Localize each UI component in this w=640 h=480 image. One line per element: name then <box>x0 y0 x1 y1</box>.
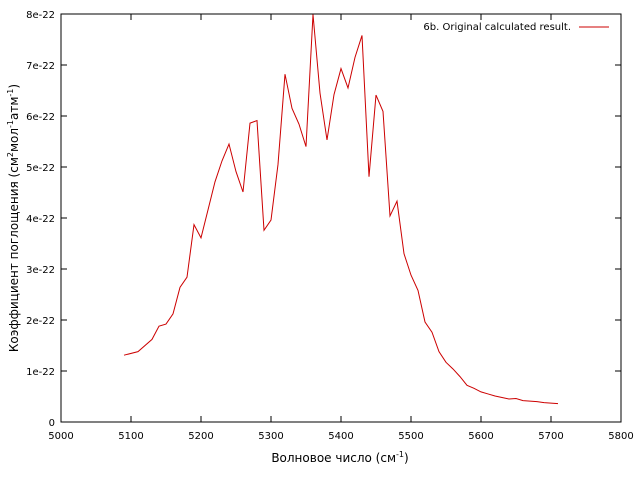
series-layer <box>123 14 559 405</box>
x-tick-label: 5800 <box>608 431 633 442</box>
x-tick-label: 5600 <box>468 431 493 442</box>
series-line <box>123 14 559 405</box>
x-tick-label: 5200 <box>188 431 213 442</box>
y-axis-label-part: атм <box>7 97 21 120</box>
x-tick-label: 5700 <box>538 431 563 442</box>
x-tick-label: 5100 <box>118 431 143 442</box>
x-axis-label-end: ) <box>404 451 409 465</box>
x-axis-label-main: Волновое число (см <box>271 451 396 465</box>
legend: 6b. Original calculated result. <box>423 22 609 33</box>
y-tick-label: 1e-22 <box>26 367 55 378</box>
x-axis: 5000 5100 5200 5300 5400 5500 5600 5700 5800 <box>48 14 634 442</box>
plot-area <box>60 13 622 423</box>
y-axis-label-sup: -1 <box>6 120 15 128</box>
y-axis-label-part: мол <box>7 128 21 152</box>
y-axis-label-sup: -1 <box>6 89 15 97</box>
y-tick-label: 8e-22 <box>26 10 55 21</box>
y-tick-label: 6e-22 <box>26 112 55 123</box>
x-axis-label: Волновое число (см-1) <box>271 450 408 465</box>
y-axis-label-sup: 2 <box>6 152 15 157</box>
y-tick-label: 2e-22 <box>26 316 55 327</box>
legend-label: 6b. Original calculated result. <box>423 22 571 33</box>
y-tick-label: 3e-22 <box>26 265 55 276</box>
x-axis-label-sup: -1 <box>396 450 404 459</box>
x-tick-label: 5500 <box>398 431 423 442</box>
y-axis-label: Коэффициент поглощения (см2мол-1атм-1) <box>6 84 21 352</box>
x-tick-label: 5400 <box>328 431 353 442</box>
x-tick-label: 5300 <box>258 431 283 442</box>
y-tick-label: 0 <box>49 418 55 429</box>
y-axis: 0 1e-22 2e-22 3e-22 4e-22 5e-22 6e-22 7e-22 8e-2… <box>26 10 621 429</box>
y-axis-label-part: ) <box>7 84 21 89</box>
x-tick-label: 5000 <box>48 431 73 442</box>
y-tick-label: 7e-22 <box>26 61 55 72</box>
y-axis-label-part: Коэффициент поглощения (см <box>7 157 21 352</box>
y-tick-label: 4e-22 <box>26 214 55 225</box>
y-tick-label: 5e-22 <box>26 163 55 174</box>
